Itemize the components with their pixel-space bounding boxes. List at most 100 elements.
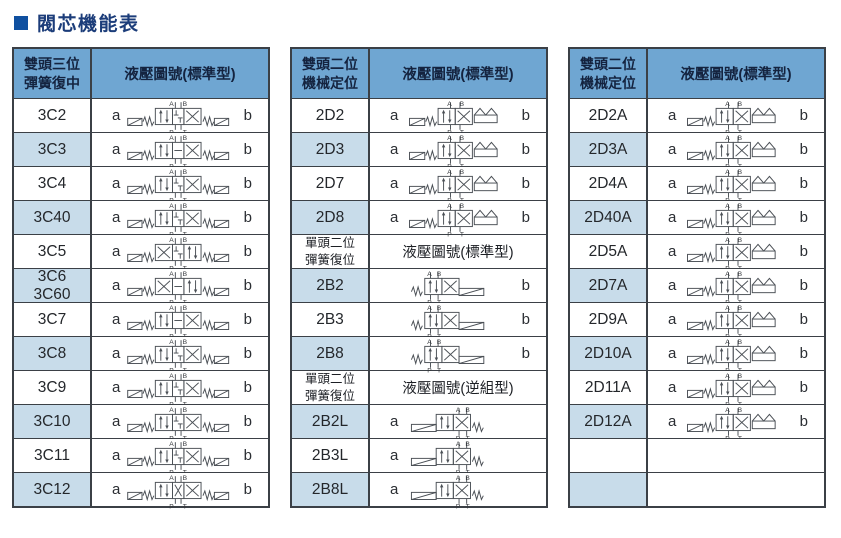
- spool-code: 2B3L: [292, 439, 370, 472]
- svg-text:T: T: [738, 401, 742, 407]
- diagram-cell: a A B P T b: [370, 201, 546, 238]
- svg-text:A: A: [169, 271, 174, 278]
- side-a-label: a: [112, 413, 121, 430]
- svg-text:B: B: [183, 237, 188, 244]
- table-body: 3C2 a A B P T b 3C3 a A B P T b 3C4 a A B P T b 3…: [14, 98, 268, 510]
- svg-text:P: P: [725, 129, 730, 135]
- section-type-label: 單頭二位 彈簧復位: [292, 371, 370, 404]
- svg-text:P: P: [169, 163, 174, 169]
- svg-text:P: P: [169, 401, 174, 407]
- side-b-label: b: [243, 243, 252, 260]
- title-square-bullet-icon: [14, 15, 28, 30]
- side-b-label: b: [521, 345, 530, 362]
- svg-text:P: P: [447, 231, 452, 237]
- svg-text:A: A: [456, 475, 461, 482]
- svg-text:B: B: [460, 169, 465, 176]
- svg-text:B: B: [183, 135, 188, 142]
- svg-text:T: T: [437, 367, 441, 373]
- svg-text:T: T: [437, 333, 441, 339]
- valve-symbol-2pos-detent: A B P T: [402, 130, 518, 170]
- side-b-label: b: [799, 107, 808, 124]
- valve-symbol-2pos-detent: A B P T: [680, 96, 796, 136]
- side-a-label: a: [668, 413, 677, 430]
- spool-code: 2D8: [292, 201, 370, 234]
- svg-text:A: A: [169, 407, 174, 414]
- spool-code: 3C9: [14, 371, 92, 404]
- diagram-cell: a A B P T b: [92, 371, 268, 408]
- svg-text:T: T: [183, 265, 187, 271]
- svg-text:B: B: [183, 407, 188, 414]
- svg-text:T: T: [466, 503, 470, 509]
- spool-code: 3C4: [14, 167, 92, 200]
- svg-text:P: P: [447, 129, 452, 135]
- spool-code: 2D4A: [570, 167, 648, 200]
- valve-symbol-3pos-spring-centered: A B P T: [124, 470, 240, 510]
- valve-symbol-2pos-detent: A B P T: [680, 130, 796, 170]
- side-a-label: a: [390, 175, 399, 192]
- table-row: 3C40 a A B P T b: [14, 200, 268, 238]
- svg-text:A: A: [169, 169, 174, 176]
- table-row: 2D9A a A B P T b: [570, 302, 824, 340]
- diagram-cell: a A B P T b: [648, 405, 824, 442]
- side-a-label: a: [112, 209, 121, 226]
- svg-text:B: B: [738, 373, 743, 380]
- side-b-label: b: [799, 379, 808, 396]
- svg-text:B: B: [738, 237, 743, 244]
- side-b-label: b: [799, 345, 808, 362]
- side-b-label: b: [521, 277, 530, 294]
- column-header-diagram: 液壓圖號(標準型): [680, 67, 792, 83]
- svg-text:A: A: [169, 475, 174, 482]
- diagram-cell: a A B P T b: [370, 133, 546, 170]
- svg-text:A: A: [725, 373, 730, 380]
- spool-code: 3C10: [14, 405, 92, 438]
- svg-text:T: T: [460, 197, 464, 203]
- svg-text:P: P: [725, 231, 730, 237]
- svg-text:A: A: [725, 271, 730, 278]
- spool-code: 3C11: [14, 439, 92, 472]
- svg-text:A: A: [725, 101, 730, 108]
- side-b-label: b: [799, 413, 808, 430]
- spool-code: 2D5A: [570, 235, 648, 268]
- svg-text:A: A: [427, 339, 432, 346]
- svg-text:B: B: [460, 101, 465, 108]
- table-row: 3C7 a A B P T b: [14, 302, 268, 340]
- side-a-label: a: [668, 345, 677, 362]
- diagram-cell: a A B P T b: [92, 473, 268, 510]
- svg-text:P: P: [725, 265, 730, 271]
- svg-text:B: B: [465, 441, 470, 448]
- svg-text:A: A: [169, 101, 174, 108]
- side-a-label: a: [668, 243, 677, 260]
- side-b-label: b: [799, 175, 808, 192]
- svg-text:A: A: [725, 305, 730, 312]
- valve-symbol-3pos-spring-centered: A B P T: [124, 300, 240, 340]
- valve-symbol-2pos-detent: A B P T: [402, 164, 518, 204]
- svg-text:A: A: [725, 407, 730, 414]
- svg-text:A: A: [447, 101, 452, 108]
- valve-function-table: 雙頭三位 彈簧復中 液壓圖號(標準型) 3C2 a A B P T b 3C3 a A…: [12, 47, 270, 510]
- valve-symbol-2pos-detent: A B P T: [680, 198, 796, 238]
- svg-text:B: B: [738, 203, 743, 210]
- svg-text:P: P: [169, 435, 174, 441]
- diagram-cell: a AB PT: [370, 405, 546, 442]
- side-a-label: a: [390, 447, 399, 464]
- page-title: 閥芯機能表: [37, 14, 140, 35]
- side-a-label: a: [390, 209, 399, 226]
- svg-text:P: P: [447, 197, 452, 203]
- table-header-row: 雙頭二位 機械定位 液壓圖號(標準型): [570, 49, 824, 98]
- svg-text:B: B: [460, 203, 465, 210]
- spool-code: [570, 439, 648, 472]
- side-a-label: a: [112, 345, 121, 362]
- diagram-cell: a A B P T b: [92, 337, 268, 374]
- svg-text:T: T: [183, 503, 187, 509]
- table-row: 2B2 AB PT b: [292, 268, 546, 306]
- valve-symbol-3pos-spring-centered: A B P T: [124, 198, 240, 238]
- svg-text:A: A: [725, 339, 730, 346]
- valve-symbol-2pos-detent: A B P T: [680, 334, 796, 374]
- svg-text:P: P: [169, 299, 174, 305]
- diagram-cell: a A B P T b: [648, 337, 824, 374]
- table-row: 3C9 a A B P T b: [14, 370, 268, 408]
